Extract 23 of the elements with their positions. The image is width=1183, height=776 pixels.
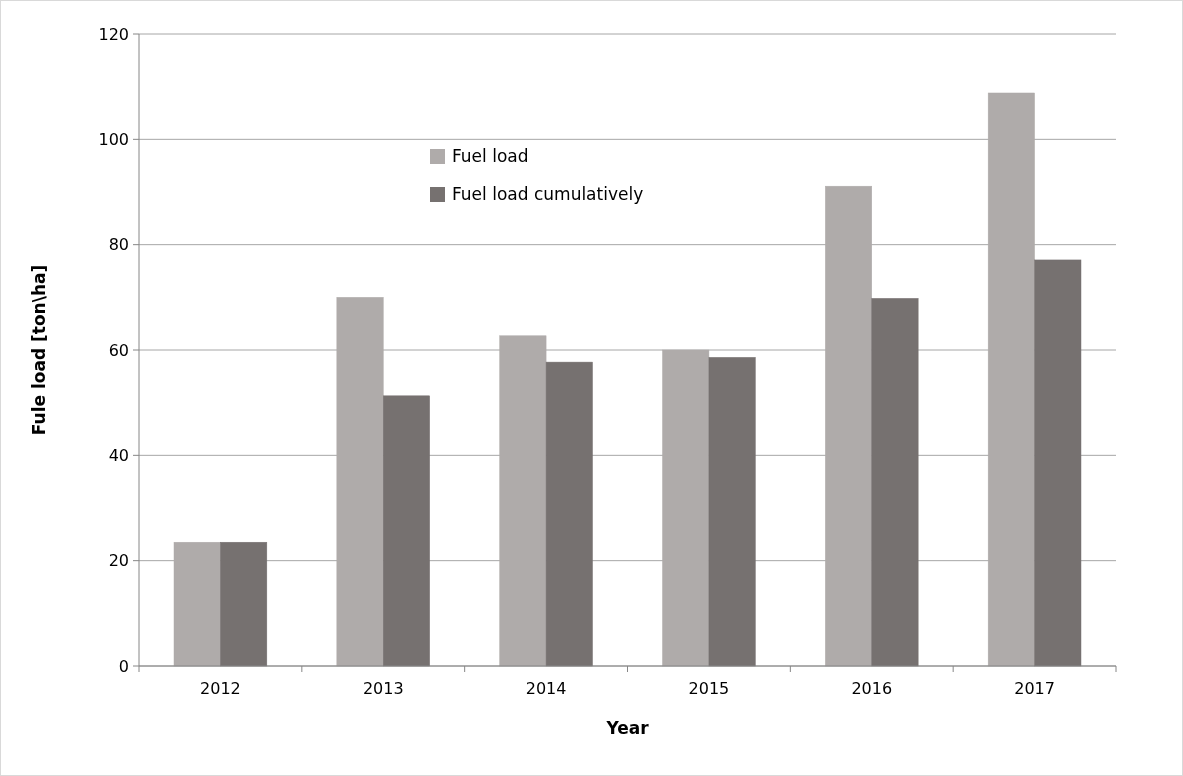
legend-label: Fuel load cumulatively [452, 183, 644, 204]
x-axis-title: Year [605, 718, 650, 738]
bar [383, 395, 430, 667]
x-tick-label: 2017 [1014, 679, 1055, 698]
x-tick-label: 2012 [200, 679, 241, 698]
y-tick-label: 0 [118, 656, 129, 676]
x-tick-label: 2015 [688, 679, 730, 698]
x-tick-label: 2013 [362, 679, 404, 698]
y-tick-label: 60 [108, 340, 129, 360]
bar [545, 361, 593, 667]
bar [708, 357, 756, 667]
y-tick-label: 120 [98, 24, 129, 44]
bar [1034, 259, 1082, 667]
x-tick-label: 2014 [525, 679, 567, 698]
legend-label: Fuel load [452, 145, 529, 166]
bar [220, 541, 268, 667]
y-tick-label: 40 [108, 445, 129, 465]
y-tick-label: 100 [98, 129, 129, 149]
bar [871, 298, 919, 667]
x-tick-label: 2016 [851, 679, 893, 698]
y-tick-label: 80 [108, 235, 129, 255]
y-axis-title: Fule load [ton\ha] [29, 264, 49, 436]
y-tick-label: 20 [108, 551, 129, 571]
